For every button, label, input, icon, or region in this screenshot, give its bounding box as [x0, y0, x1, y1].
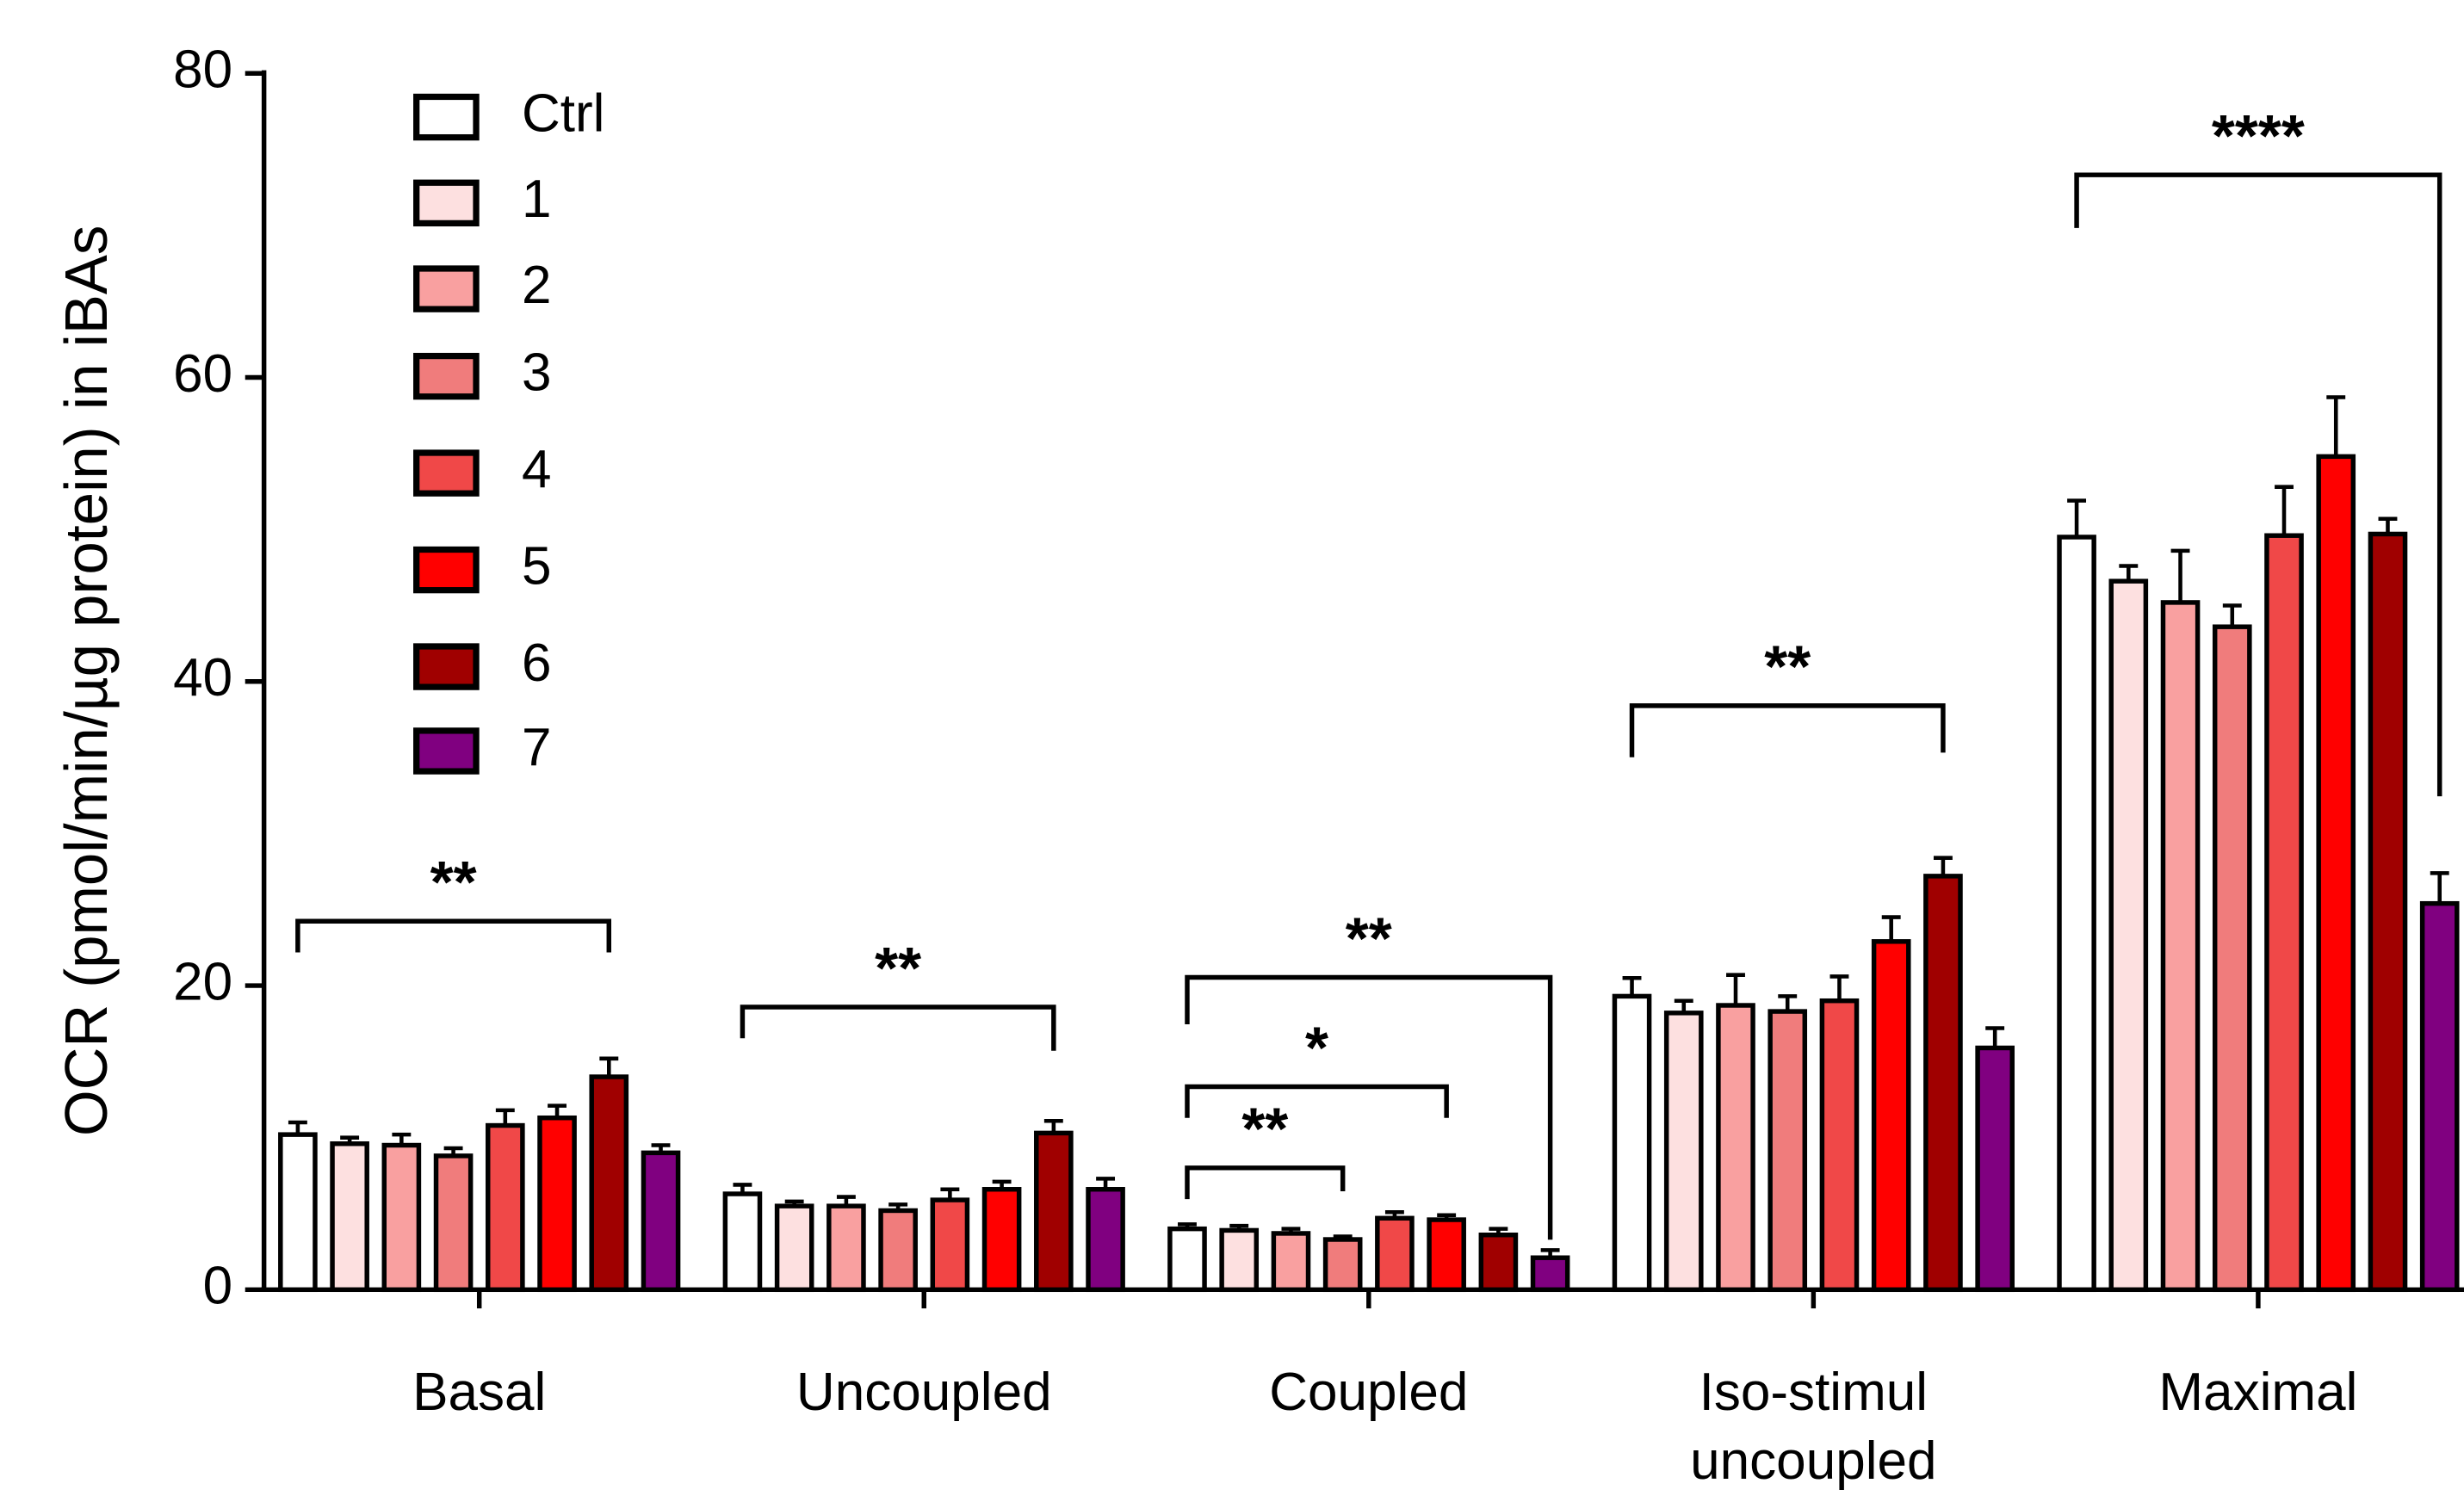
- legend-label: 7: [522, 718, 552, 777]
- legend-swatch: [413, 265, 480, 312]
- bar: [1716, 1003, 1755, 1293]
- bar: [1219, 1227, 1260, 1293]
- bar: [1322, 1237, 1363, 1293]
- y-tick-label: 20: [173, 953, 232, 1012]
- x-tick-label: Iso-stimul uncoupled: [1690, 1363, 1937, 1492]
- bar: [330, 1141, 369, 1293]
- legend-label: 1: [522, 170, 552, 229]
- bar: [1871, 939, 1911, 1293]
- bar: [1530, 1255, 1570, 1293]
- bar: [1612, 993, 1652, 1293]
- significance-bracket: [2074, 172, 2442, 797]
- bar: [2368, 531, 2408, 1293]
- bar: [1375, 1215, 1415, 1293]
- significance-label: **: [1241, 1095, 1288, 1162]
- legend-label: 3: [522, 343, 552, 403]
- legend-label: 6: [522, 634, 552, 693]
- significance-bracket: [1629, 703, 1946, 757]
- legend-label: 4: [522, 440, 552, 499]
- bar: [1086, 1187, 1125, 1293]
- bar: [1271, 1231, 1311, 1293]
- bar: [537, 1115, 577, 1293]
- x-label-box: Maximal: [2158, 1363, 2358, 1423]
- significance-bracket: [1185, 1165, 1346, 1200]
- x-label-box: Basal: [412, 1363, 547, 1423]
- significance-label: **: [875, 934, 921, 1001]
- bar: [2316, 454, 2356, 1293]
- bar: [381, 1142, 422, 1293]
- legend-swatch: [413, 546, 480, 594]
- significance-label: **: [1764, 633, 1811, 700]
- bar: [1923, 874, 1963, 1293]
- y-tick-label: 0: [203, 1257, 233, 1316]
- bar: [930, 1197, 970, 1293]
- bar: [1975, 1045, 2015, 1293]
- legend-swatch: [413, 643, 480, 690]
- significance-bracket: [740, 1004, 1056, 1051]
- bar: [641, 1150, 681, 1293]
- bar: [486, 1122, 525, 1293]
- y-tick-label: 60: [173, 344, 232, 404]
- bar: [1167, 1226, 1207, 1293]
- x-tick-label: Maximal: [2158, 1363, 2358, 1423]
- bar: [1663, 1011, 1704, 1293]
- bar: [1768, 1009, 1808, 1293]
- bar: [2419, 900, 2460, 1293]
- significance-label: **: [1346, 905, 1392, 972]
- bar: [1427, 1217, 1466, 1293]
- bar: [878, 1208, 918, 1293]
- significance-label: *: [1305, 1014, 1328, 1081]
- bar: [2057, 535, 2096, 1293]
- x-label-box: Uncoupled: [796, 1363, 1052, 1423]
- bar: [2264, 533, 2304, 1293]
- significance-bracket: [1185, 974, 1553, 1240]
- y-tick-label: 80: [173, 40, 232, 100]
- y-axis-label: OCR (pmol/min/µg protein) in iBAs: [53, 226, 120, 1136]
- bar: [2212, 624, 2252, 1293]
- bar: [774, 1203, 814, 1293]
- significance-bracket: [295, 918, 612, 953]
- bar: [278, 1132, 318, 1293]
- significance-bracket: [1185, 1084, 1449, 1118]
- legend-label: Ctrl: [522, 84, 605, 144]
- significance-label: **: [430, 849, 477, 916]
- bar: [589, 1074, 629, 1293]
- legend-swatch: [413, 93, 480, 141]
- legend-swatch: [413, 352, 480, 400]
- bar: [1478, 1232, 1519, 1293]
- x-tick-label: Uncoupled: [796, 1363, 1052, 1423]
- x-tick-label: Basal: [412, 1363, 547, 1423]
- bar: [1819, 998, 1860, 1293]
- legend-label: 5: [522, 537, 552, 596]
- bar: [981, 1187, 1022, 1293]
- x-label-box: Iso-stimul uncoupled: [1690, 1363, 1937, 1492]
- x-tick-label: Coupled: [1269, 1363, 1469, 1423]
- x-label-box: Coupled: [1269, 1363, 1469, 1423]
- legend-label: 2: [522, 256, 552, 315]
- y-tick-label: 40: [173, 648, 232, 708]
- bar: [1034, 1130, 1074, 1293]
- legend-swatch: [413, 449, 480, 497]
- bar: [826, 1203, 866, 1293]
- bar: [722, 1191, 763, 1293]
- significance-label: ****: [2212, 102, 2305, 170]
- legend-swatch: [413, 179, 480, 227]
- bar: [433, 1153, 474, 1293]
- legend-swatch: [413, 727, 480, 775]
- bar: [2108, 578, 2149, 1293]
- bar: [2160, 600, 2201, 1293]
